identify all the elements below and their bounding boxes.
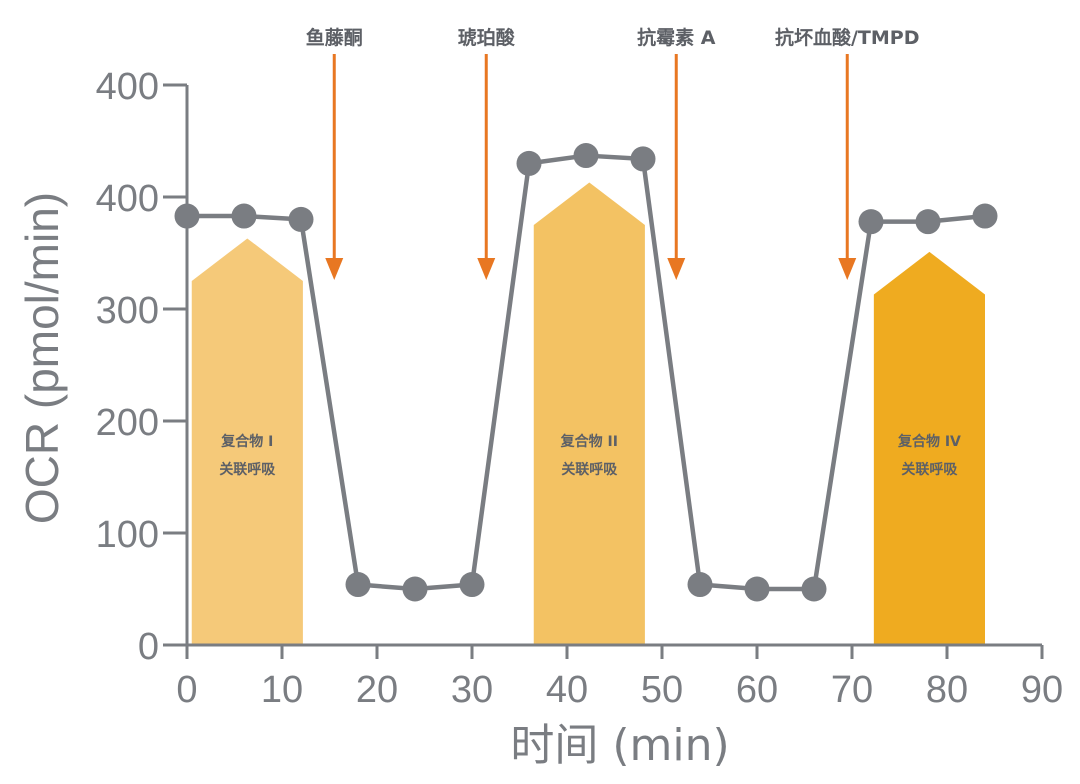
x-tick-label: 80 [926,669,968,711]
x-tick-label: 60 [736,669,778,711]
band-complex-2 [533,182,645,645]
y-tick-label: 100 [96,514,159,556]
x-tick-label: 50 [641,669,683,711]
band-label-complex: 复合物 I [220,433,273,450]
band-label-coupled: 关联呼吸 [219,461,276,478]
band-complex-1 [191,238,303,645]
y-tick-label: 400 [96,66,159,108]
x-tick-label: 30 [451,669,493,711]
data-point [345,572,371,598]
arrow-down-icon [477,258,496,280]
respiration-bands: 复合物 I 关联呼吸 复合物 II 关联呼吸 复合物 IV 关联呼吸 [191,182,985,645]
injection-arrows: 鱼藤酮 琥珀酸 抗霉素 A 抗坏血酸/TMPD [306,26,920,280]
band-complex-3 [873,251,985,645]
x-tick-label: 40 [546,669,588,711]
arrow-down-icon [325,258,344,280]
data-point [573,143,599,169]
data-point [174,203,200,229]
injection-label: 琥珀酸 [458,26,516,49]
data-point [915,209,941,235]
y-axis-label: OCR (pmol/min) [16,192,68,524]
y-tick-label: 300 [96,290,159,332]
data-point [801,576,827,602]
data-point [402,576,428,602]
arrow-down-icon [838,258,857,280]
chart-axes: 0 100 200 300 400 400 0 10 20 30 40 50 60 70 80 90 [96,66,1064,711]
data-point [858,209,884,235]
data-point [972,203,998,229]
data-point [687,572,713,598]
arrow-down-icon [667,258,686,280]
x-tick-label: 90 [1021,669,1063,711]
band-label-coupled: 关联呼吸 [561,461,618,478]
x-tick-label: 10 [261,669,303,711]
y-tick-label: 200 [96,402,159,444]
x-axis-label: 时间 (min) [510,720,729,771]
data-point [516,150,542,176]
injection-label: 鱼藤酮 [306,26,363,49]
data-point [231,203,257,229]
data-point [288,206,314,232]
x-tick-label: 70 [831,669,873,711]
ocr-series [174,143,998,602]
band-label-complex: 复合物 IV [897,433,961,450]
band-label-coupled: 关联呼吸 [901,461,958,478]
y-tick-label: 0 [138,626,159,668]
injection-label: 抗坏血酸/TMPD [775,26,920,49]
data-point [744,576,770,602]
x-tick-label: 0 [176,669,197,711]
data-point [630,146,656,172]
band-label-complex: 复合物 II [560,433,618,450]
data-point [459,572,485,598]
x-tick-label: 20 [356,669,398,711]
injection-label: 抗霉素 A [637,26,716,49]
y-tick-label: 400 [96,178,159,220]
